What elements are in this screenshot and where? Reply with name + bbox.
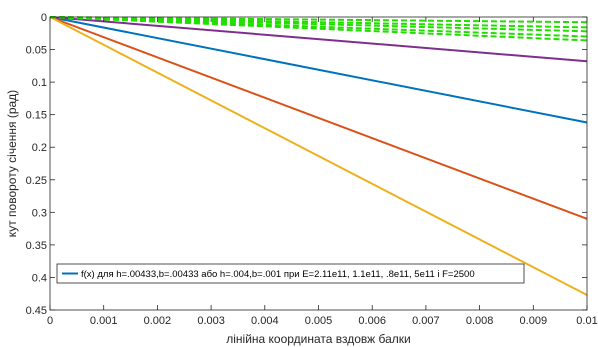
series-line xyxy=(49,16,588,296)
x-tick-label: 0.009 xyxy=(520,315,548,327)
y-tick-label: 0.05 xyxy=(26,45,47,57)
y-tick-label: 0.4 xyxy=(32,272,47,284)
legend: f(x) для h=.00433,b=.00433 або h=.004,b=… xyxy=(56,263,525,284)
y-tick-label: 0.1 xyxy=(32,77,47,89)
y-tick-label: 0.2 xyxy=(32,142,47,154)
plot-area xyxy=(50,17,587,310)
series-line xyxy=(49,16,588,220)
x-tick-label: 0.005 xyxy=(305,315,333,327)
legend-entry: f(x) для h=.00433,b=.00433 або h=.004,b=… xyxy=(81,269,475,280)
x-tick-label: 0.007 xyxy=(412,315,440,327)
series-line xyxy=(49,16,588,124)
x-tick-label: 0.001 xyxy=(90,315,118,327)
legend-box xyxy=(56,263,525,284)
x-tick-label: 0 xyxy=(47,315,53,327)
y-tick-label: 0.35 xyxy=(26,240,47,252)
x-tick-label: 0.002 xyxy=(144,315,172,327)
y-tick-label: 0.3 xyxy=(32,207,47,219)
x-tick-label: 0.004 xyxy=(251,315,279,327)
y-tick-label: 0.15 xyxy=(26,110,47,122)
x-tick-label: 0.003 xyxy=(197,315,225,327)
y-axis-label: кут повороту січення (рад) xyxy=(5,90,19,237)
x-tick-label: 0.008 xyxy=(466,315,494,327)
x-tick-label: 0.006 xyxy=(358,315,386,327)
series-line xyxy=(49,16,588,63)
ticks-layer: 0 0.001 0.002 0.003 0.004 0.005 0.006 0.007 0.00… xyxy=(26,12,598,327)
x-axis-label: лінійна координата вздовж балки xyxy=(226,332,411,346)
y-tick-label: 0.25 xyxy=(26,175,47,187)
y-tick-label: 0.45 xyxy=(26,305,47,317)
y-tick-label: 0 xyxy=(41,12,47,24)
x-tick-label: 0.01 xyxy=(576,315,597,327)
series-layer xyxy=(49,16,588,296)
